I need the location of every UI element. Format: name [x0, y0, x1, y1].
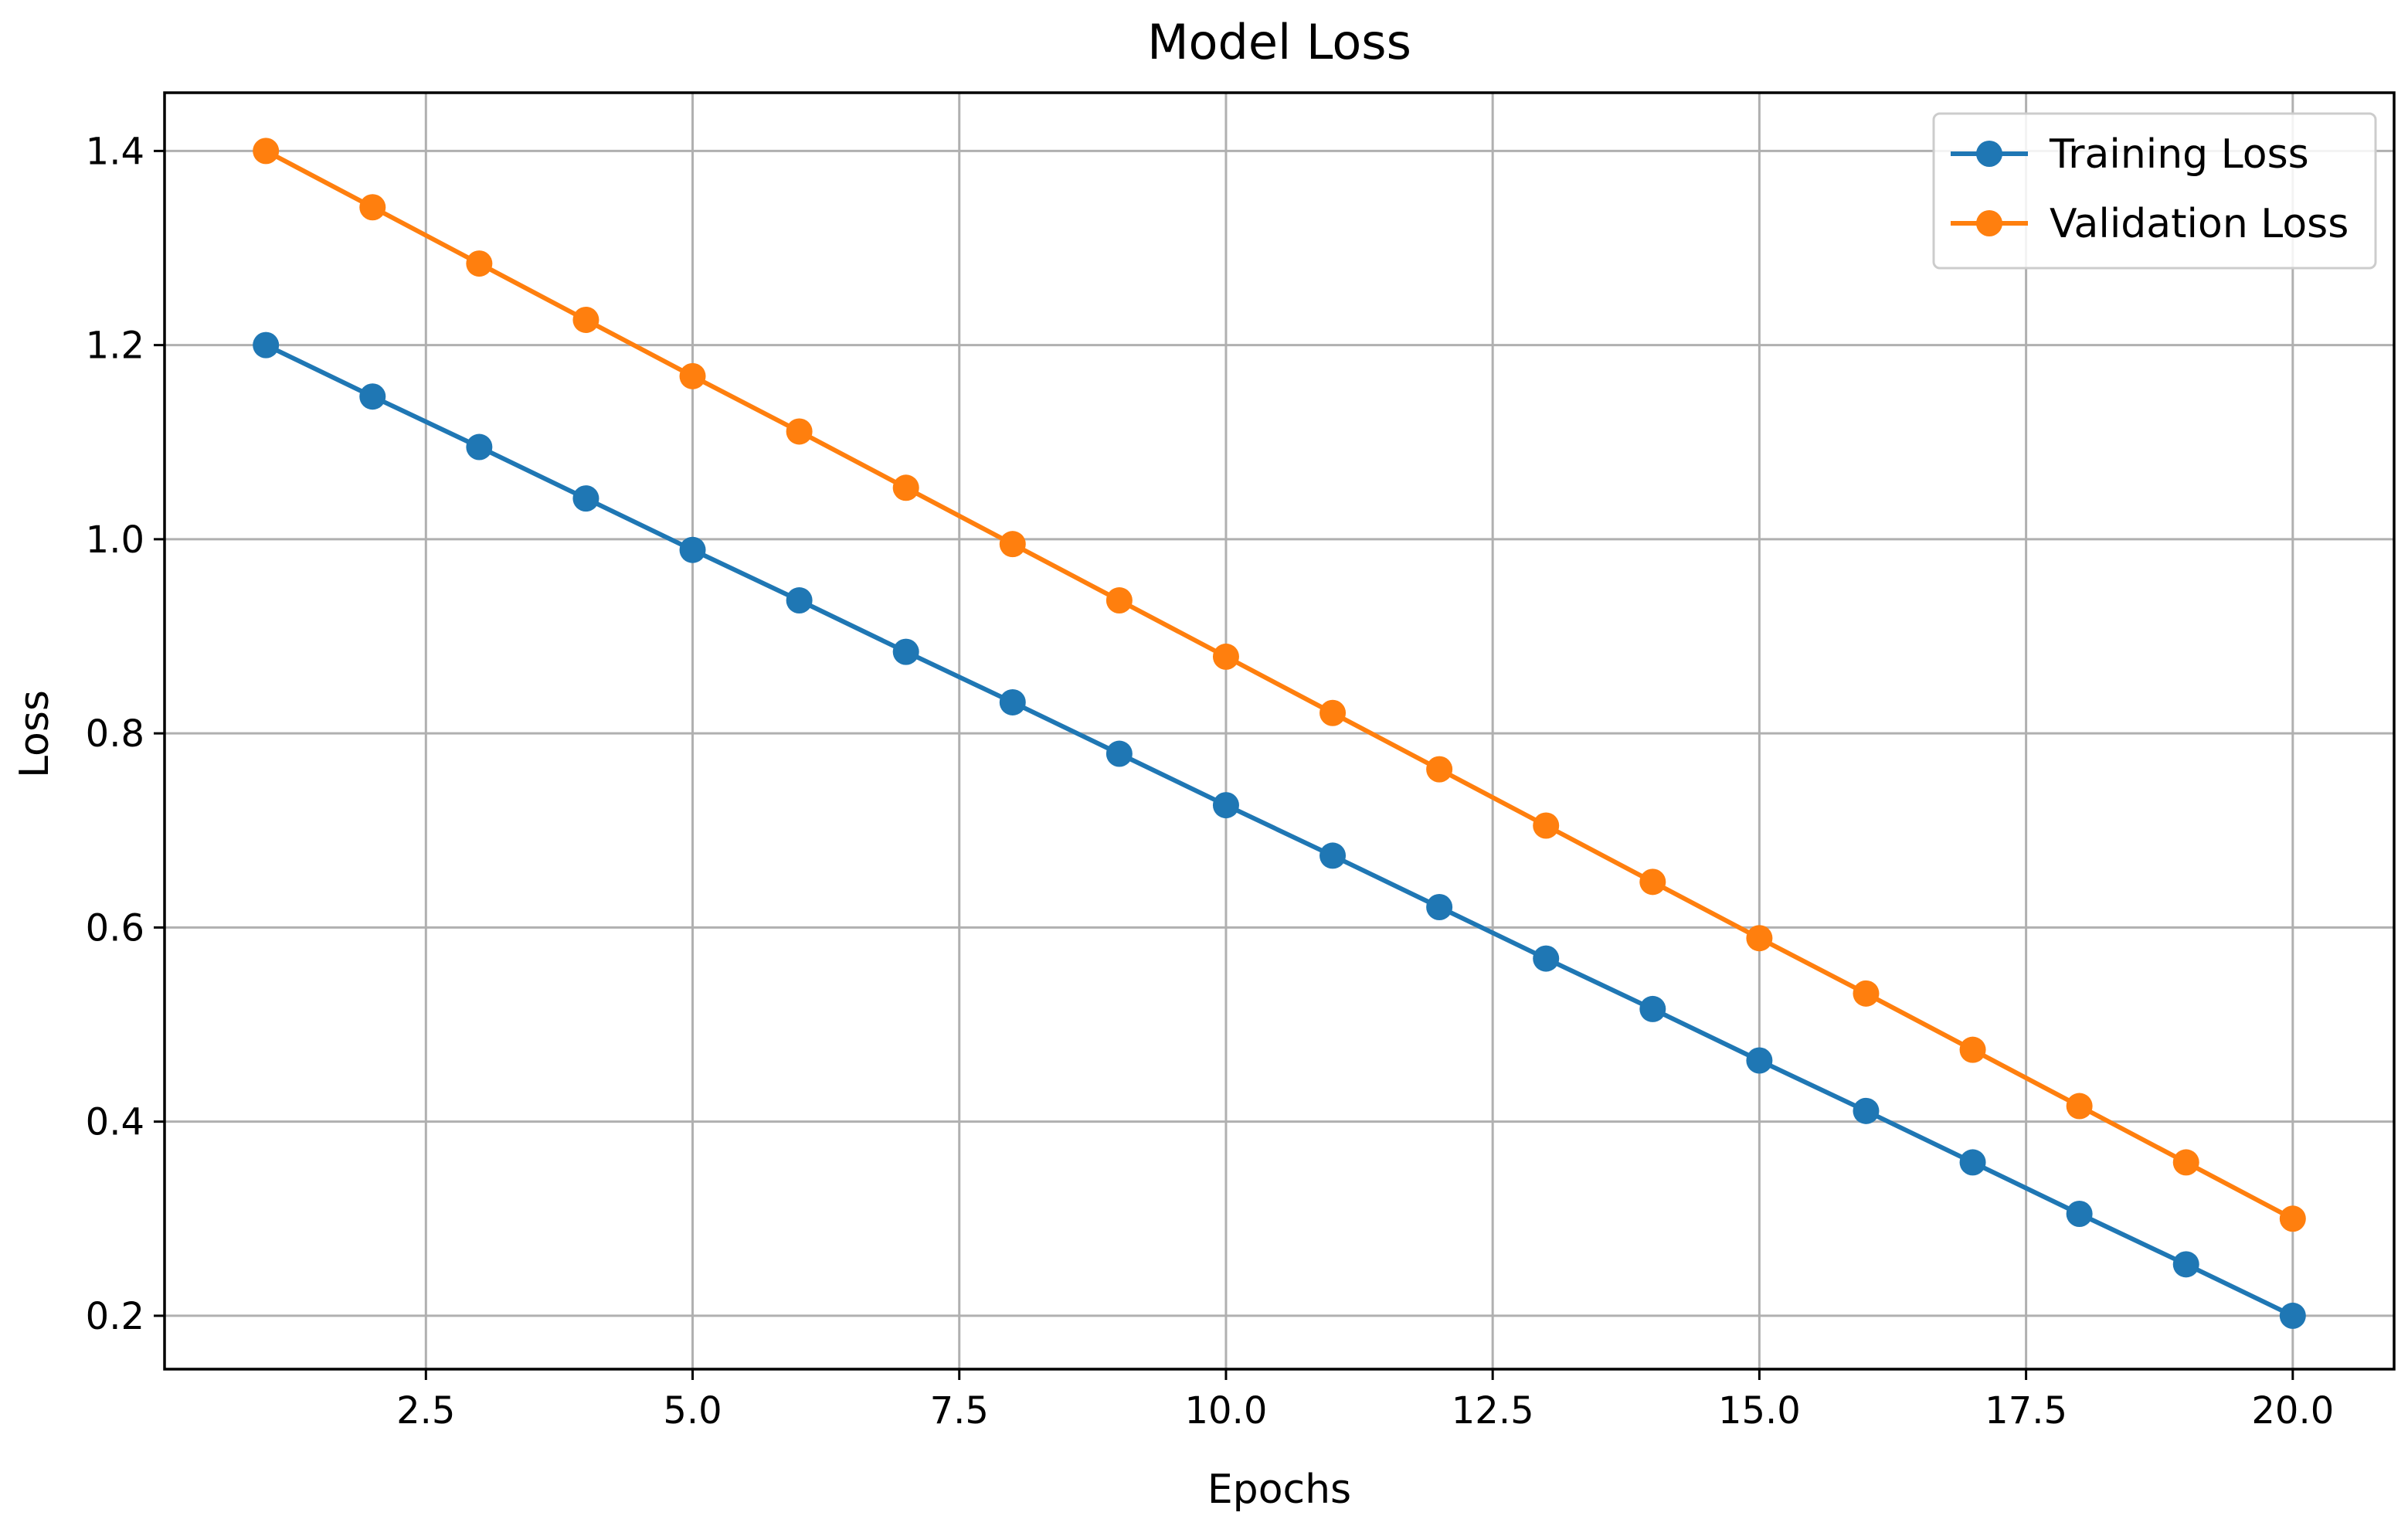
validation-loss-point	[572, 306, 599, 333]
axis-ticks: 2.5 5.0 7.5 10.0 12.5 15.0 17.5 20.0 0.2 0.4 0.6 0.…	[86, 130, 2335, 1433]
training-loss-point	[2066, 1200, 2093, 1227]
validation-loss-point	[1533, 812, 1560, 839]
training-loss-point	[2279, 1302, 2306, 1329]
legend-item-training-loss: Training Loss	[1951, 131, 2309, 178]
x-tick-label: 12.5	[1452, 1389, 1534, 1433]
legend-label-training-loss: Training Loss	[2049, 131, 2309, 178]
validation-loss-point	[2279, 1205, 2306, 1232]
training-loss-point	[1959, 1149, 1986, 1176]
validation-loss-point	[786, 418, 813, 445]
validation-loss-point	[1106, 587, 1133, 614]
training-loss-point	[1212, 792, 1239, 819]
x-tick-label: 10.0	[1185, 1389, 1268, 1433]
validation-loss-point	[1853, 980, 1880, 1007]
training-loss-point	[999, 688, 1026, 715]
training-loss-point	[1106, 740, 1133, 767]
training-loss-point	[786, 587, 813, 614]
validation-loss-point	[2066, 1093, 2093, 1120]
training-loss-point	[679, 536, 706, 563]
validation-loss-point	[466, 250, 493, 277]
x-axis-label: Epochs	[1207, 1467, 1351, 1513]
training-loss-point	[892, 638, 919, 665]
x-tick-label: 2.5	[396, 1389, 455, 1433]
training-loss-point	[1639, 995, 1666, 1022]
chart-title: Model Loss	[1147, 14, 1411, 70]
x-tick-label: 17.5	[1985, 1389, 2067, 1433]
legend-marker-validation-loss	[1976, 210, 2002, 236]
series-layer	[253, 138, 2306, 1329]
y-tick-label: 1.4	[86, 130, 144, 173]
validation-loss-point	[1426, 756, 1453, 783]
validation-loss-point	[679, 362, 706, 389]
validation-loss-point	[359, 194, 386, 221]
x-tick-label: 20.0	[2251, 1389, 2334, 1433]
grid-lines	[165, 93, 2394, 1369]
training-loss-line	[264, 342, 2294, 1318]
validation-loss-line	[264, 148, 2294, 1221]
y-tick-label: 1.2	[86, 325, 144, 368]
x-tick-label: 7.5	[930, 1389, 989, 1433]
x-tick-label: 5.0	[663, 1389, 722, 1433]
training-loss-point	[1319, 842, 1347, 869]
y-tick-label: 0.4	[86, 1101, 144, 1144]
validation-loss-point	[253, 138, 280, 165]
validation-loss-point	[2172, 1149, 2199, 1176]
validation-loss-point	[1212, 643, 1239, 670]
validation-loss-point	[1639, 868, 1666, 896]
training-loss-point	[2172, 1251, 2199, 1278]
training-loss-point	[1426, 894, 1453, 921]
y-axis-label: Loss	[12, 690, 58, 778]
plot-frame	[163, 91, 2396, 1371]
training-loss-series	[253, 331, 2306, 1329]
training-loss-point	[359, 383, 386, 410]
validation-loss-point	[1959, 1036, 1986, 1063]
training-loss-point	[572, 485, 599, 512]
x-tick-label: 15.0	[1718, 1389, 1801, 1433]
validation-loss-point	[1746, 925, 1773, 952]
y-tick-label: 0.6	[86, 906, 144, 950]
y-tick-label: 0.8	[86, 712, 144, 756]
training-loss-point	[253, 331, 280, 359]
legend-item-validation-loss: Validation Loss	[1951, 201, 2349, 247]
legend-label-validation-loss: Validation Loss	[2050, 201, 2349, 247]
training-loss-point	[466, 433, 493, 461]
legend-box	[1932, 112, 2377, 270]
legend-marker-training-loss	[1976, 141, 2002, 167]
training-loss-point	[1533, 945, 1560, 972]
training-loss-point	[1746, 1047, 1773, 1074]
training-loss-point	[1853, 1097, 1880, 1124]
validation-loss-point	[892, 474, 919, 501]
validation-loss-point	[999, 531, 1026, 558]
validation-loss-series	[253, 138, 2306, 1232]
legend: Training Loss Validation Loss	[1932, 112, 2377, 270]
y-tick-label: 1.0	[86, 518, 144, 562]
y-tick-label: 0.2	[86, 1295, 144, 1338]
validation-loss-point	[1319, 699, 1347, 726]
